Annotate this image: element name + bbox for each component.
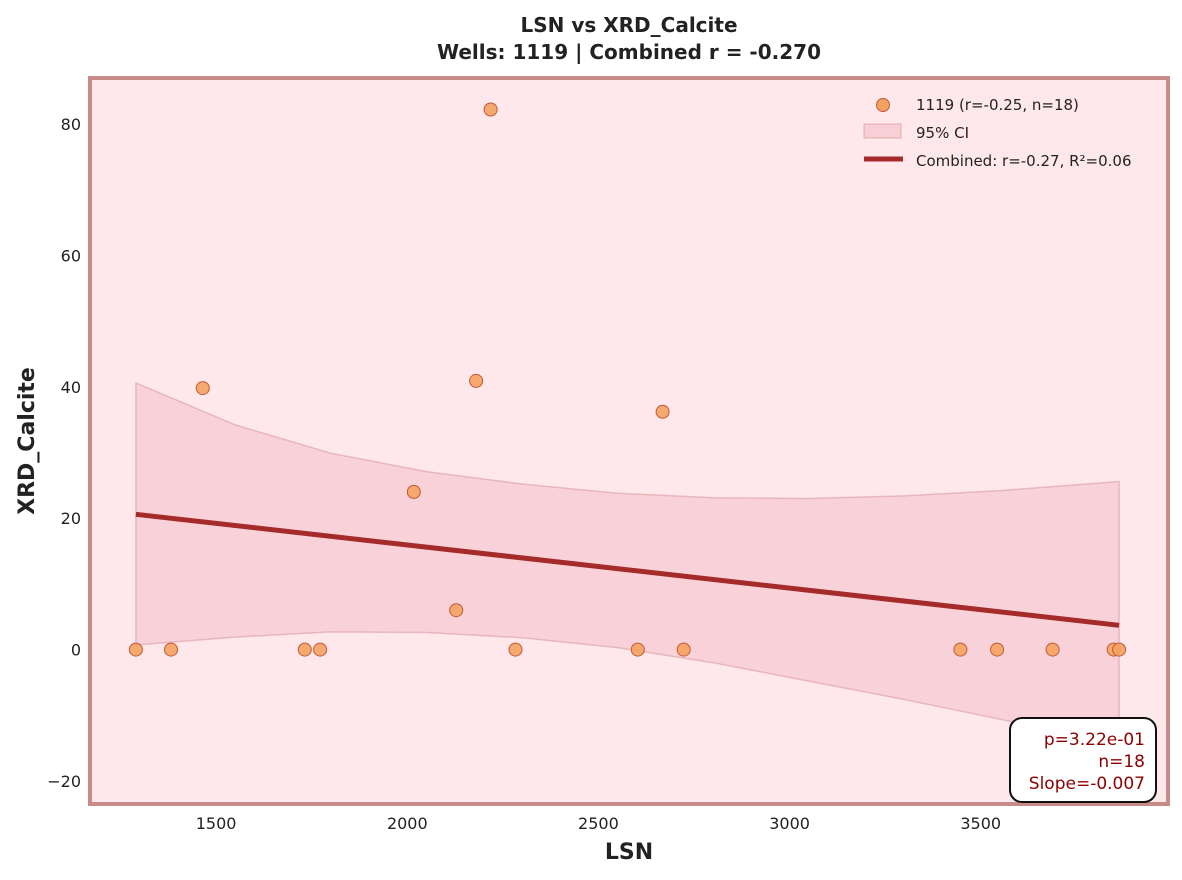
stats-annotation-box: p=3.22e-01 n=18 Slope=-0.007 [1009,717,1157,803]
plot-area [90,78,1168,804]
y-tick-label: 80 [61,115,81,134]
scatter-point [164,642,178,657]
y-tick-label: 0 [71,641,81,660]
stats-n: n=18 [1098,752,1145,772]
y-tick-label: 20 [61,509,81,528]
scatter-point [1112,642,1127,657]
x-tick-label: 2500 [578,814,619,833]
scatter-point [297,642,312,657]
y-tick-label: −20 [47,772,81,791]
legend-fit-label: Combined: r=-0.27, R²=0.06 [916,152,1132,170]
y-tick-label: 60 [61,246,81,265]
chart-title: LSN vs XRD_Calcite [520,13,737,37]
scatter-point [655,404,670,419]
legend-ci-label: 95% CI [916,124,969,142]
scatter-point [449,603,464,618]
stats-box-frame [1009,717,1157,803]
stats-p-value: p=3.22e-01 [1044,730,1145,750]
y-axis-ticks: −20 0 20 40 60 80 [47,115,81,791]
x-axis-label: LSN [605,840,653,865]
scatter-point [483,102,498,117]
scatter-point [953,642,968,657]
x-axis-ticks: 1500 2000 2500 3000 3500 [196,814,1001,833]
x-tick-label: 2000 [387,814,428,833]
scatter-point [1045,642,1060,657]
stats-slope: Slope=-0.007 [1029,774,1145,794]
legend-scatter-marker [876,98,890,112]
scatter-point [195,381,210,396]
x-tick-label: 1500 [196,814,237,833]
y-tick-label: 40 [61,378,81,397]
y-axis-label: XRD_Calcite [15,367,40,515]
scatter-point [469,373,484,388]
scatter-point [313,642,328,657]
legend-scatter-label: 1119 (r=-0.25, n=18) [916,96,1079,114]
x-tick-label: 3000 [769,814,810,833]
plot-frame [88,76,1170,806]
x-tick-label: 3500 [960,814,1001,833]
legend: 1119 (r=-0.25, n=18) 95% CI Combined: r=… [863,96,1132,170]
scatter-point [128,642,143,657]
scatter-point [630,642,645,657]
scatter-point [406,484,421,499]
scatter-point [508,642,523,657]
scatter-point [676,642,691,657]
legend-ci-swatch [863,123,902,139]
scatter-point [990,642,1005,657]
regression-line [135,511,1120,628]
chart-subtitle: Wells: 1119 | Combined r = -0.270 [437,40,821,64]
